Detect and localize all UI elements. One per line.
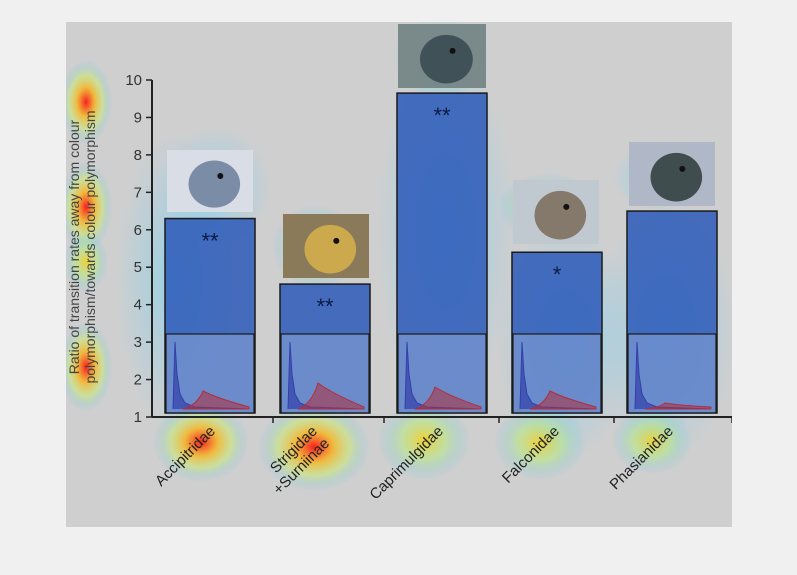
bird-eye [449,47,456,54]
bird-eye [333,237,340,244]
y-tick-label: 2 [134,372,142,389]
bird-eye [563,203,570,210]
significance-label: ** [201,229,219,254]
bar [396,92,488,414]
bird-silhouette [420,34,473,84]
y-tick-label: 7 [134,184,142,201]
bird-silhouette [650,152,703,202]
heatmap-blob [378,400,470,480]
inset-density-red [414,386,482,410]
y-axis: 1 2 3 4 5 6 7 8 9 10 [125,72,733,426]
heatmap-blob [60,162,112,252]
bars: ******* [164,24,718,414]
inset-density-red [297,382,365,410]
bird-eye [217,173,224,180]
bird-photo [629,142,715,206]
bird-silhouette [534,190,587,240]
inset-density-red [644,402,712,410]
inset-density-red [529,390,597,410]
y-tick-label: 8 [134,147,142,164]
bar [626,210,718,414]
bird-photo [167,150,253,212]
significance-label: ** [316,294,334,319]
y-tick-label: 4 [134,297,142,314]
significance-label: * [553,262,562,287]
heatmap-blob [60,60,112,144]
heatmap-blob [258,403,370,491]
y-tick-label: 3 [134,334,142,351]
bar [164,217,256,414]
bird-photo [513,180,599,244]
y-tick-label: 5 [134,259,142,276]
inset-density-red [182,390,250,410]
y-axis-label-line2: polymorphism/towards colour polymorphism [82,110,98,383]
heatmap-blob [60,322,112,412]
y-tick-label: 6 [134,222,142,239]
bird-silhouette [188,160,241,208]
y-tick-label: 10 [125,72,142,89]
chart-figure: 1 2 3 4 5 6 7 8 9 10 ** ** ** * Accipitridae Strigida… [60,17,736,527]
y-tick-label: 9 [134,109,142,126]
y-tick-label: 1 [134,409,142,426]
bird-photo [398,24,486,88]
bird-eye [679,165,686,172]
bird-photo [283,214,369,278]
y-axis-label: Ratio of transition rates away from colo… [66,119,82,374]
bird-silhouette [304,224,357,274]
significance-label: ** [433,103,451,128]
heatmap-blob [64,232,108,292]
